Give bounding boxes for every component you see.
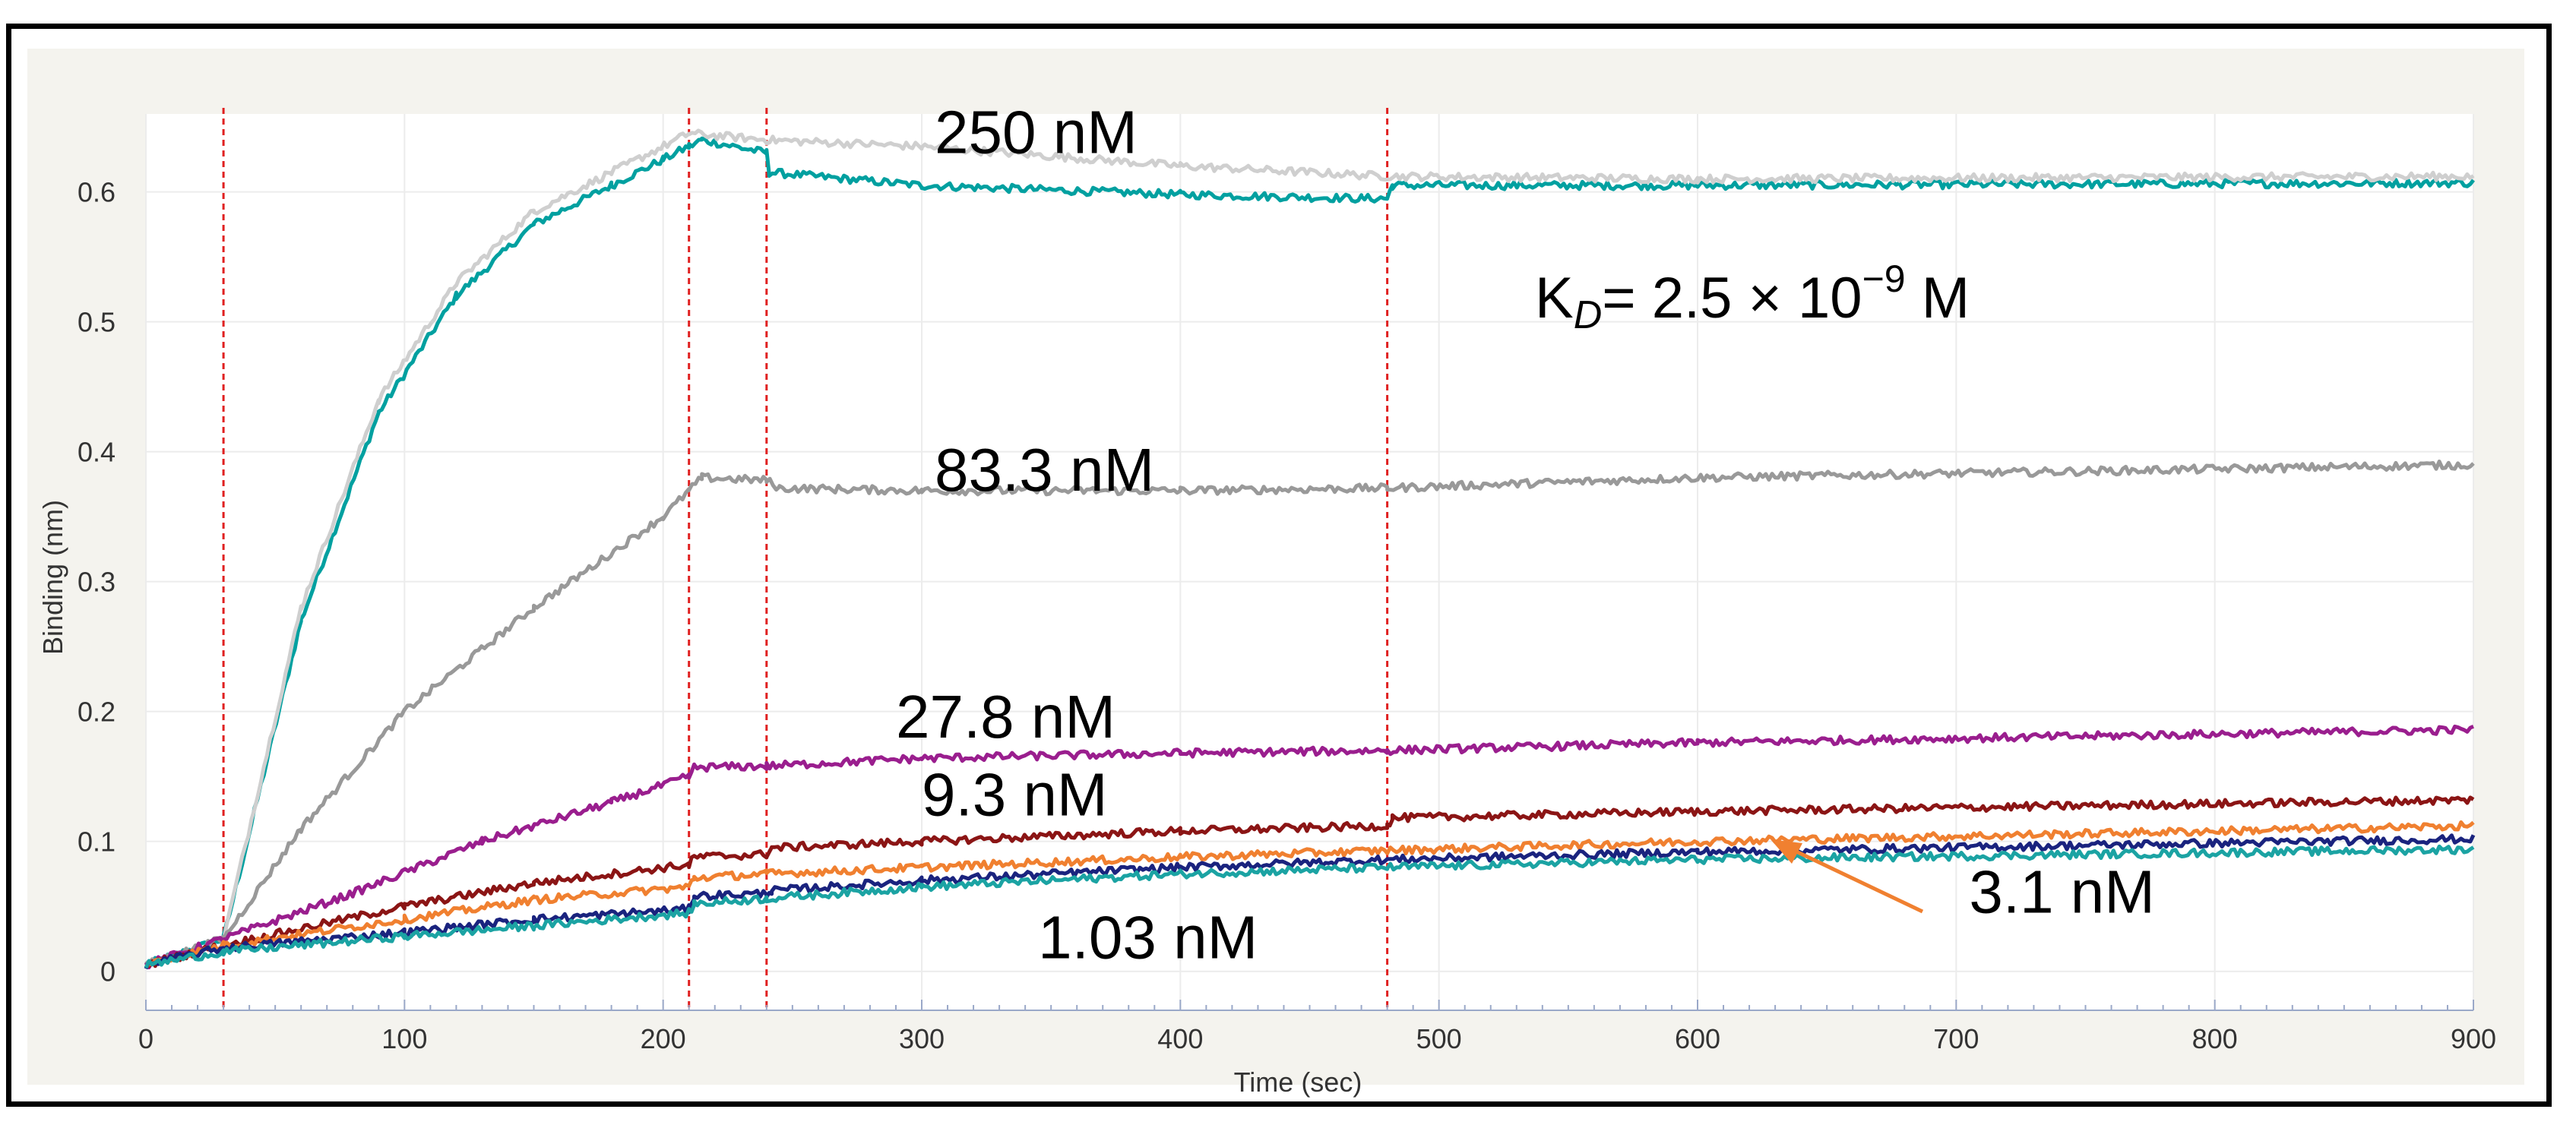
- plot-grid: [145, 114, 2474, 1010]
- series-line-83-3-nm: [144, 460, 2475, 967]
- series-line-3-1-nm: [144, 820, 2475, 969]
- kd-suffix: M: [1906, 266, 1970, 330]
- series-annotations: 250 nM 83.3 nM 27.8 nM 9.3 nM 1.03 nM 3.1 nM: [896, 98, 2155, 971]
- series-annotation: 83.3 nM: [935, 436, 1154, 504]
- kd-prefix: K: [1535, 266, 1574, 330]
- series-line-250-nm: [144, 136, 2475, 968]
- series-annotation: 250 nM: [935, 98, 1138, 166]
- plot-area: [146, 114, 2473, 1010]
- x-tick-label: 0: [138, 1023, 153, 1054]
- series-line-27-8-nm: [144, 724, 2474, 969]
- arrowhead-3-1-nM: [1771, 839, 1802, 864]
- x-tick-label: 100: [381, 1023, 427, 1054]
- x-tick-label: 300: [899, 1023, 945, 1054]
- x-tick-label: 500: [1416, 1023, 1462, 1054]
- kd-subscript: D: [1574, 293, 1603, 337]
- kd-label: KD= 2.5 × 10−9 M: [1535, 258, 1970, 337]
- x-axis-label: Time (sec): [1234, 1067, 1362, 1098]
- y-axis-ticks: 0 0.1 0.2 0.3 0.4 0.5 0.6: [78, 177, 116, 988]
- y-tick-label: 0.3: [78, 567, 116, 598]
- series-annotation: 27.8 nM: [896, 683, 1116, 751]
- y-tick-label: 0.6: [78, 177, 116, 208]
- x-tick-label: 200: [641, 1023, 686, 1054]
- y-tick-label: 0.1: [78, 826, 116, 858]
- y-tick-label: 0.5: [78, 307, 116, 338]
- series-annotation: 3.1 nM: [1969, 858, 2155, 926]
- series-line-1-03-nm: [144, 833, 2476, 970]
- kd-superscript: −9: [1862, 258, 1906, 300]
- series-lines: [144, 128, 2476, 970]
- series-annotation: 1.03 nM: [1038, 904, 1258, 972]
- y-tick-label: 0.2: [78, 697, 116, 728]
- x-tick-label: 900: [2451, 1023, 2496, 1054]
- step-markers: [222, 108, 1389, 1010]
- series-line-buffer: [144, 844, 2475, 969]
- y-tick-label: 0.4: [78, 437, 116, 468]
- x-tick-label: 800: [2192, 1023, 2238, 1054]
- arrow-3-1-nM: [1780, 842, 1924, 914]
- y-tick-label: 0: [100, 956, 116, 988]
- series-line-9-3-nm: [145, 795, 2475, 969]
- y-axis-label: Binding (nm): [37, 500, 68, 655]
- x-tick-label: 400: [1157, 1023, 1203, 1054]
- x-axis-ticks: 0 100 200 300 400 500 600 700 800 900: [138, 1000, 2496, 1054]
- kd-mid: = 2.5 × 10: [1602, 266, 1862, 330]
- series-annotation: 9.3 nM: [922, 760, 1108, 828]
- x-tick-label: 700: [1933, 1023, 1979, 1054]
- x-tick-label: 600: [1675, 1023, 1720, 1054]
- series-line-250-nm-fit: [221, 128, 2475, 942]
